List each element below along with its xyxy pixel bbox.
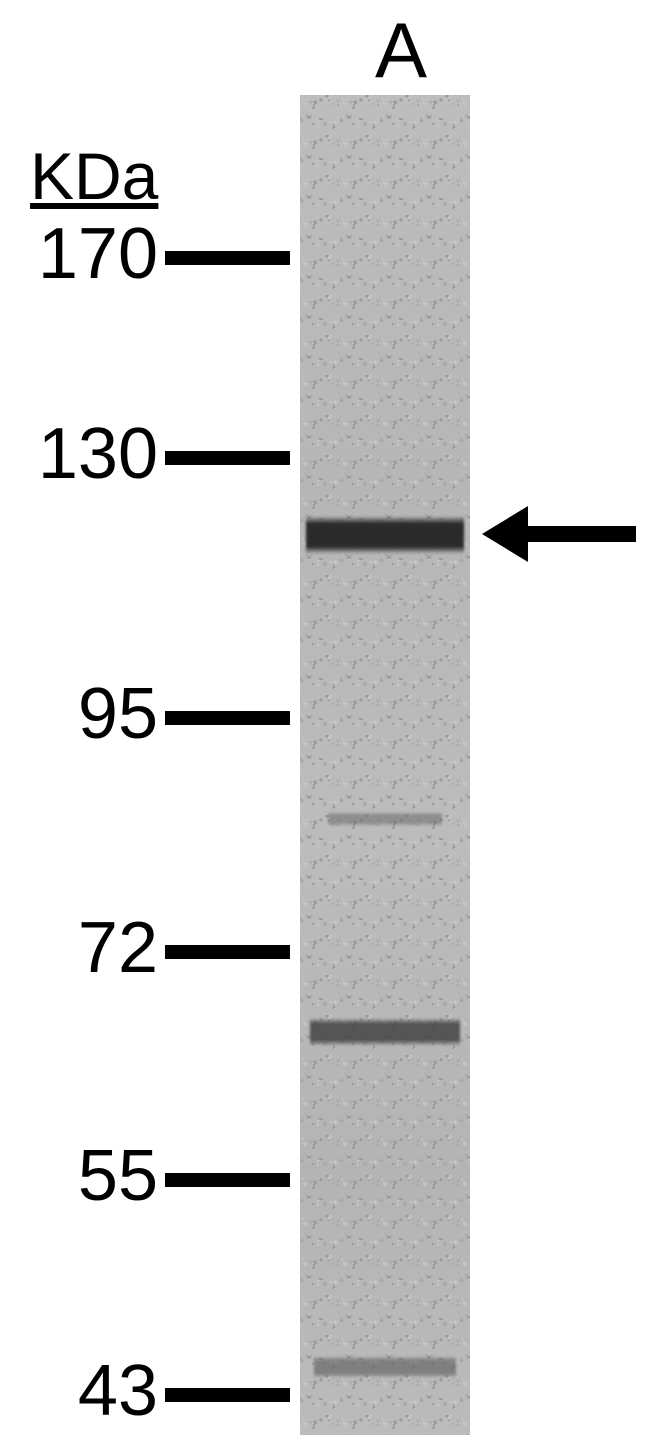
faint-band-1 bbox=[328, 812, 442, 826]
mw-label-130: 130 bbox=[38, 413, 158, 495]
mw-label-43: 43 bbox=[78, 1350, 158, 1432]
mw-tick-72 bbox=[165, 945, 290, 959]
indicator-arrow-shaft bbox=[528, 526, 636, 542]
mw-tick-43 bbox=[165, 1388, 290, 1402]
mw-label-95: 95 bbox=[78, 673, 158, 755]
kda-label: KDa bbox=[30, 138, 158, 214]
mw-label-72: 72 bbox=[78, 907, 158, 989]
primary-band bbox=[306, 516, 464, 554]
indicator-arrow-head bbox=[482, 506, 528, 562]
lane-strip bbox=[300, 95, 470, 1435]
mw-tick-55 bbox=[165, 1173, 290, 1187]
mw-label-170: 170 bbox=[38, 213, 158, 295]
mw-tick-95 bbox=[165, 711, 290, 725]
mw-label-55: 55 bbox=[78, 1135, 158, 1217]
faint-band-2 bbox=[314, 1356, 456, 1378]
secondary-band bbox=[310, 1018, 460, 1046]
blot-figure: A KDa170 130 95 72 55 43 bbox=[0, 0, 650, 1452]
mw-tick-170 bbox=[165, 251, 290, 265]
lane-label: A bbox=[375, 5, 427, 96]
mw-tick-130 bbox=[165, 451, 290, 465]
